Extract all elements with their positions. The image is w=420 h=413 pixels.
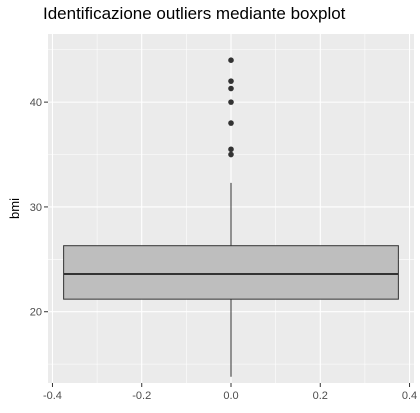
x-tick-label: 0.2	[313, 390, 328, 402]
y-tick-label: 40	[30, 97, 42, 109]
x-tick-label: 0.4	[402, 390, 417, 402]
outlier-points	[228, 57, 234, 158]
outlier-point	[228, 57, 234, 64]
outlier-point	[228, 151, 234, 158]
x-tick-label: 0.0	[223, 390, 238, 402]
box-group	[63, 182, 399, 377]
outlier-point	[228, 78, 234, 84]
x-axis: -0.4 -0.2 0.0 0.2 0.4	[43, 383, 417, 402]
x-tick-label: -0.2	[132, 390, 151, 402]
outlier-point	[228, 99, 234, 105]
y-axis-title: bmi	[7, 198, 22, 219]
outlier-point	[228, 120, 234, 126]
chart-title: Identificazione outliers mediante boxplo…	[43, 4, 346, 23]
y-tick-label: 20	[30, 307, 42, 319]
y-tick-label: 30	[30, 202, 42, 214]
outlier-point	[228, 146, 234, 153]
iqr-box	[63, 245, 399, 300]
y-axis: 20 30 40	[30, 97, 48, 319]
outlier-point	[228, 85, 234, 92]
x-tick-label: -0.4	[43, 390, 62, 402]
